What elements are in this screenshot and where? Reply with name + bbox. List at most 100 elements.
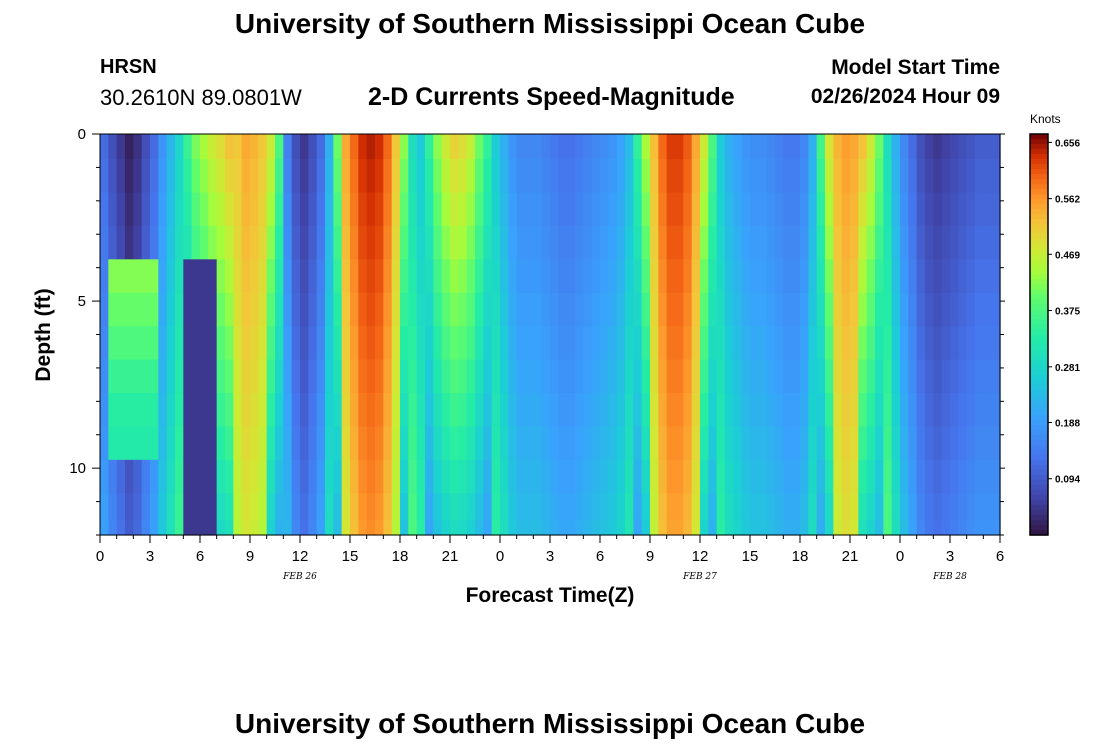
heatmap-cell (525, 326, 534, 361)
heatmap-cell (766, 459, 776, 494)
heatmap-cell (966, 519, 976, 536)
heatmap-cell (216, 259, 226, 294)
heatmap-cell (683, 392, 693, 427)
heatmap-cell (125, 392, 134, 427)
heatmap-cell (666, 459, 676, 494)
heatmap-cell (658, 292, 668, 327)
heatmap-cell (641, 392, 651, 427)
heatmap-cell (908, 326, 918, 361)
heatmap-cell (466, 134, 476, 160)
heatmap-cell (275, 519, 284, 536)
heatmap-cell (341, 134, 351, 160)
chart-subtitle: 2-D Currents Speed-Magnitude (368, 83, 735, 111)
heatmap-cell (466, 292, 476, 327)
heatmap-cell (866, 292, 876, 327)
heatmap-cell (858, 426, 868, 461)
colorbar-segment (1030, 254, 1048, 260)
heatmap-cell (775, 259, 784, 294)
heatmap-cell (891, 326, 901, 361)
heatmap-cell (600, 426, 609, 461)
heatmap-cell (416, 225, 426, 260)
heatmap-cell (558, 134, 568, 160)
heatmap-cell (791, 134, 801, 160)
heatmap-cell (483, 459, 493, 494)
heatmap-cell (133, 359, 143, 394)
heatmap-cell (808, 426, 818, 461)
heatmap-cell (875, 426, 884, 461)
heatmap-cell (966, 392, 976, 427)
heatmap-cell (683, 192, 693, 227)
heatmap-cell (500, 134, 509, 160)
heatmap-cell (925, 326, 934, 361)
heatmap-cell (208, 392, 218, 427)
heatmap-cell (375, 192, 384, 227)
heatmap-cell (741, 493, 751, 521)
heatmap-cell (500, 292, 509, 327)
heatmap-cell (925, 493, 934, 521)
heatmap-cell (316, 359, 326, 394)
heatmap-cell (333, 326, 343, 361)
heatmap-cell (266, 392, 276, 427)
heatmap-cell (733, 519, 743, 536)
heatmap-cell (441, 493, 451, 521)
heatmap-cell (941, 459, 951, 494)
heatmap-cell (750, 259, 759, 294)
colorbar-segment (1030, 494, 1048, 501)
heatmap-cell (458, 426, 468, 461)
heatmap-cell (941, 259, 951, 294)
heatmap-cell (433, 359, 443, 394)
heatmap-cell (308, 359, 318, 394)
heatmap-cell (325, 292, 334, 327)
heatmap-cell (800, 392, 809, 427)
heatmap-cell (600, 326, 609, 361)
heatmap-cell (750, 326, 759, 361)
heatmap-cell (891, 225, 901, 260)
heatmap-cell (716, 392, 726, 427)
y-axis-label: Depth (ft) (32, 288, 55, 382)
heatmap-cell (150, 192, 159, 227)
heatmap-cell (475, 459, 484, 494)
heatmap-cell (508, 519, 518, 536)
heatmap-cell (900, 459, 909, 494)
heatmap-cell (183, 519, 193, 536)
heatmap-cell (408, 493, 418, 521)
heatmap-cell (566, 392, 576, 427)
heatmap-cell (191, 459, 201, 494)
heatmap-cell (225, 359, 234, 394)
heatmap-cell (466, 459, 476, 494)
heatmap-cell (216, 392, 226, 427)
heatmap-cell (783, 459, 793, 494)
heatmap-cell (558, 459, 568, 494)
colorbar-segment (1030, 529, 1048, 536)
heatmap-cell (766, 326, 776, 361)
heatmap-cell (625, 459, 634, 494)
heatmap-cell (600, 392, 609, 427)
heatmap-cell (225, 493, 234, 521)
heatmap-cell (508, 259, 518, 294)
heatmap-cell (683, 326, 693, 361)
heatmap-cell (450, 134, 459, 160)
heatmap-cell (741, 259, 751, 294)
heatmap-cell (150, 159, 159, 194)
heatmap-cell (308, 392, 318, 427)
heatmap-cell (275, 392, 284, 427)
heatmap-cell (783, 426, 793, 461)
heatmap-cell (733, 292, 743, 327)
colorbar-units-label: Knots (1030, 112, 1061, 126)
heatmap-cell (700, 493, 709, 521)
heatmap-cell (950, 259, 959, 294)
colorbar-segment (1030, 169, 1048, 175)
heatmap-cell (533, 292, 543, 327)
heatmap-cell (841, 225, 851, 260)
heatmap-cell (600, 292, 609, 327)
heatmap-cell (225, 192, 234, 227)
heatmap-cell (166, 192, 176, 227)
heatmap-cell (225, 519, 234, 536)
heatmap-cell (733, 134, 743, 160)
heatmap-cell (400, 192, 409, 227)
heatmap-cell (200, 519, 209, 536)
heatmap-cell (141, 259, 151, 294)
heatmap-cell (316, 259, 326, 294)
heatmap-cell (366, 192, 376, 227)
heatmap-cell (958, 426, 968, 461)
